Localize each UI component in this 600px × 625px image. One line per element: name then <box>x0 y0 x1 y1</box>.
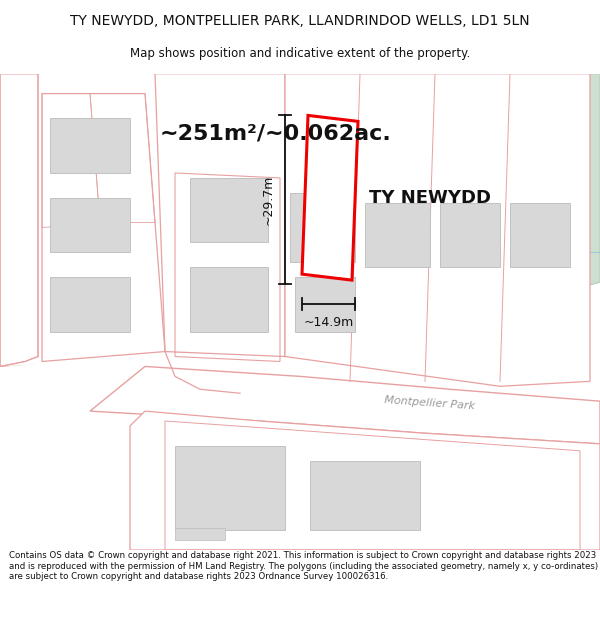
Bar <box>50 198 130 252</box>
Text: Montpellier Park: Montpellier Park <box>385 395 476 411</box>
Polygon shape <box>285 74 590 386</box>
Bar <box>175 528 225 540</box>
Polygon shape <box>0 74 38 366</box>
Polygon shape <box>0 74 180 366</box>
Text: ~29.7m: ~29.7m <box>262 174 275 225</box>
Polygon shape <box>90 366 600 444</box>
Bar <box>190 178 268 242</box>
Text: ~251m²/~0.062ac.: ~251m²/~0.062ac. <box>160 123 392 143</box>
Polygon shape <box>302 116 358 280</box>
Polygon shape <box>130 411 600 550</box>
Bar <box>310 461 420 530</box>
Bar <box>440 202 500 268</box>
Bar <box>295 277 355 332</box>
Polygon shape <box>155 74 285 356</box>
Bar <box>365 202 430 268</box>
Bar <box>175 446 285 530</box>
Bar <box>50 118 130 173</box>
Polygon shape <box>215 74 600 312</box>
Text: Map shows position and indicative extent of the property.: Map shows position and indicative extent… <box>130 47 470 59</box>
Text: Contains OS data © Crown copyright and database right 2021. This information is : Contains OS data © Crown copyright and d… <box>9 551 598 581</box>
Bar <box>50 277 130 332</box>
Bar <box>290 192 355 262</box>
Bar <box>510 202 570 268</box>
Polygon shape <box>0 74 175 366</box>
Text: TY NEWYDD: TY NEWYDD <box>369 189 491 207</box>
Text: TY NEWYDD, MONTPELLIER PARK, LLANDRINDOD WELLS, LD1 5LN: TY NEWYDD, MONTPELLIER PARK, LLANDRINDOD… <box>70 14 530 28</box>
Bar <box>190 268 268 332</box>
Text: ~14.9m: ~14.9m <box>304 316 353 329</box>
